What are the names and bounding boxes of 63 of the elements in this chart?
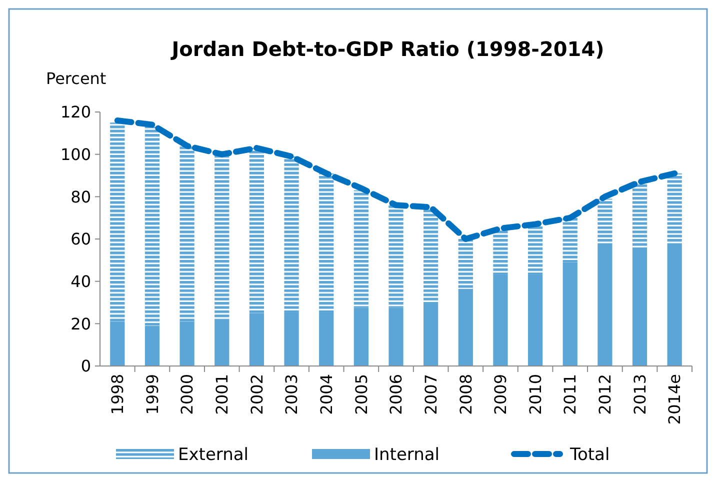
chart-title: Jordan Debt-to-GDP Ratio (1998-2014) xyxy=(170,37,604,61)
x-tick-label: 2006 xyxy=(386,374,406,415)
bar xyxy=(562,262,578,366)
legend-label: Total xyxy=(569,444,610,465)
x-tick-label: 2007 xyxy=(421,374,440,415)
bar xyxy=(319,173,334,312)
x-tick-label: 2002 xyxy=(247,374,266,415)
bar xyxy=(388,205,404,308)
bar xyxy=(319,312,334,366)
bar xyxy=(424,209,438,302)
x-tick-label: 2000 xyxy=(178,374,197,415)
x-tick-label: 2005 xyxy=(352,374,371,415)
bar xyxy=(424,302,438,366)
bar xyxy=(667,173,682,244)
bar xyxy=(249,148,264,314)
x-tick-label: 1998 xyxy=(108,374,128,415)
y-tick-label: 20 xyxy=(70,314,91,334)
bar xyxy=(354,190,368,308)
y-axis-title: Percent xyxy=(46,69,106,88)
x-tick-label: 2013 xyxy=(630,374,650,415)
bar xyxy=(528,226,543,275)
bar xyxy=(632,184,648,248)
y-tick-label: 100 xyxy=(60,144,91,164)
bar xyxy=(632,247,648,366)
bar xyxy=(598,243,612,366)
bar xyxy=(388,308,404,366)
y-tick-label: 60 xyxy=(70,230,91,249)
bar xyxy=(110,122,125,322)
bar xyxy=(667,243,682,366)
bar xyxy=(180,322,194,366)
bar xyxy=(284,312,299,366)
bar xyxy=(214,319,230,366)
y-tick-label: 80 xyxy=(70,187,91,206)
x-tick-label: 2003 xyxy=(282,374,302,415)
bar xyxy=(562,218,578,262)
x-tick-label: 2012 xyxy=(596,374,615,415)
x-tick-label: 2008 xyxy=(456,374,476,415)
x-tick-label: 2010 xyxy=(526,374,545,415)
bar xyxy=(354,308,368,366)
bar xyxy=(493,230,508,275)
bar xyxy=(110,322,125,366)
x-tick-label: 1999 xyxy=(142,374,162,415)
x-tick-label: 2001 xyxy=(212,374,232,415)
legend-label: Internal xyxy=(374,444,440,465)
bar xyxy=(458,288,473,366)
bar xyxy=(458,239,473,289)
bar xyxy=(144,326,160,366)
y-tick-label: 40 xyxy=(70,272,91,291)
x-tick-label: 2009 xyxy=(491,374,510,415)
bar xyxy=(528,274,543,366)
bar xyxy=(598,198,612,244)
y-tick-label: 0 xyxy=(80,356,91,376)
x-tick-label: 2014e xyxy=(665,374,684,425)
bar xyxy=(214,154,230,320)
x-tick-label: 2004 xyxy=(316,374,336,415)
legend-label: External xyxy=(178,444,249,465)
bar xyxy=(493,274,508,366)
bar xyxy=(249,313,264,366)
bar xyxy=(180,146,194,322)
x-tick-label: 2011 xyxy=(560,374,580,415)
bar xyxy=(144,126,160,326)
bar xyxy=(284,156,299,312)
y-tick-label: 120 xyxy=(60,102,91,122)
